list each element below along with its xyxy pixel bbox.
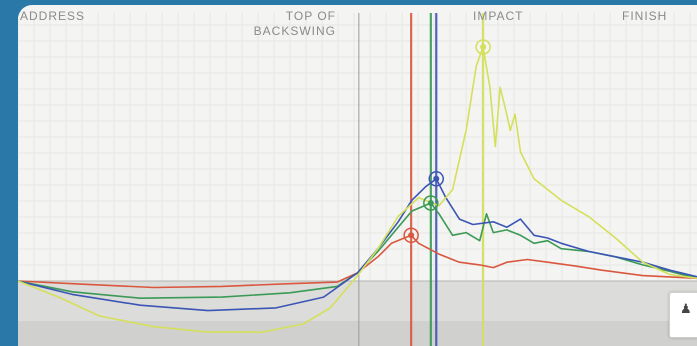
- series-line-blue: [18, 178, 697, 312]
- phase-label-top-line1: TOP OF: [285, 9, 336, 23]
- peak-ring-green: [423, 195, 439, 211]
- swing-chart-panel: ADDRESS TOP OF BACKSWING IMPACT FINISH ♟: [18, 5, 697, 346]
- peak-dot-red: [408, 232, 415, 239]
- phase-label-address: ADDRESS: [20, 9, 86, 23]
- series-line-yellow: [18, 46, 697, 333]
- peak-ring-red: [403, 227, 419, 244]
- swing-speed-chart: [18, 13, 697, 346]
- peak-ring-blue: [428, 171, 445, 187]
- series-line-red: [18, 234, 697, 289]
- phase-label-top-of-backswing: TOP OF BACKSWING: [228, 9, 336, 39]
- series-line-green: [18, 202, 697, 299]
- peak-dot-blue: [433, 175, 440, 182]
- phase-label-finish: FINISH: [622, 9, 668, 23]
- phase-label-impact: IMPACT: [473, 9, 524, 23]
- peak-ring-yellow: [475, 39, 491, 55]
- phase-label-top-line2: BACKSWING: [253, 24, 336, 38]
- lower-shade-band: [18, 321, 697, 346]
- peak-dot-green: [427, 200, 434, 206]
- peak-dot-yellow: [480, 44, 487, 50]
- golfer-icon: ♟: [680, 301, 692, 316]
- golfer-view-button[interactable]: ♟: [669, 292, 697, 338]
